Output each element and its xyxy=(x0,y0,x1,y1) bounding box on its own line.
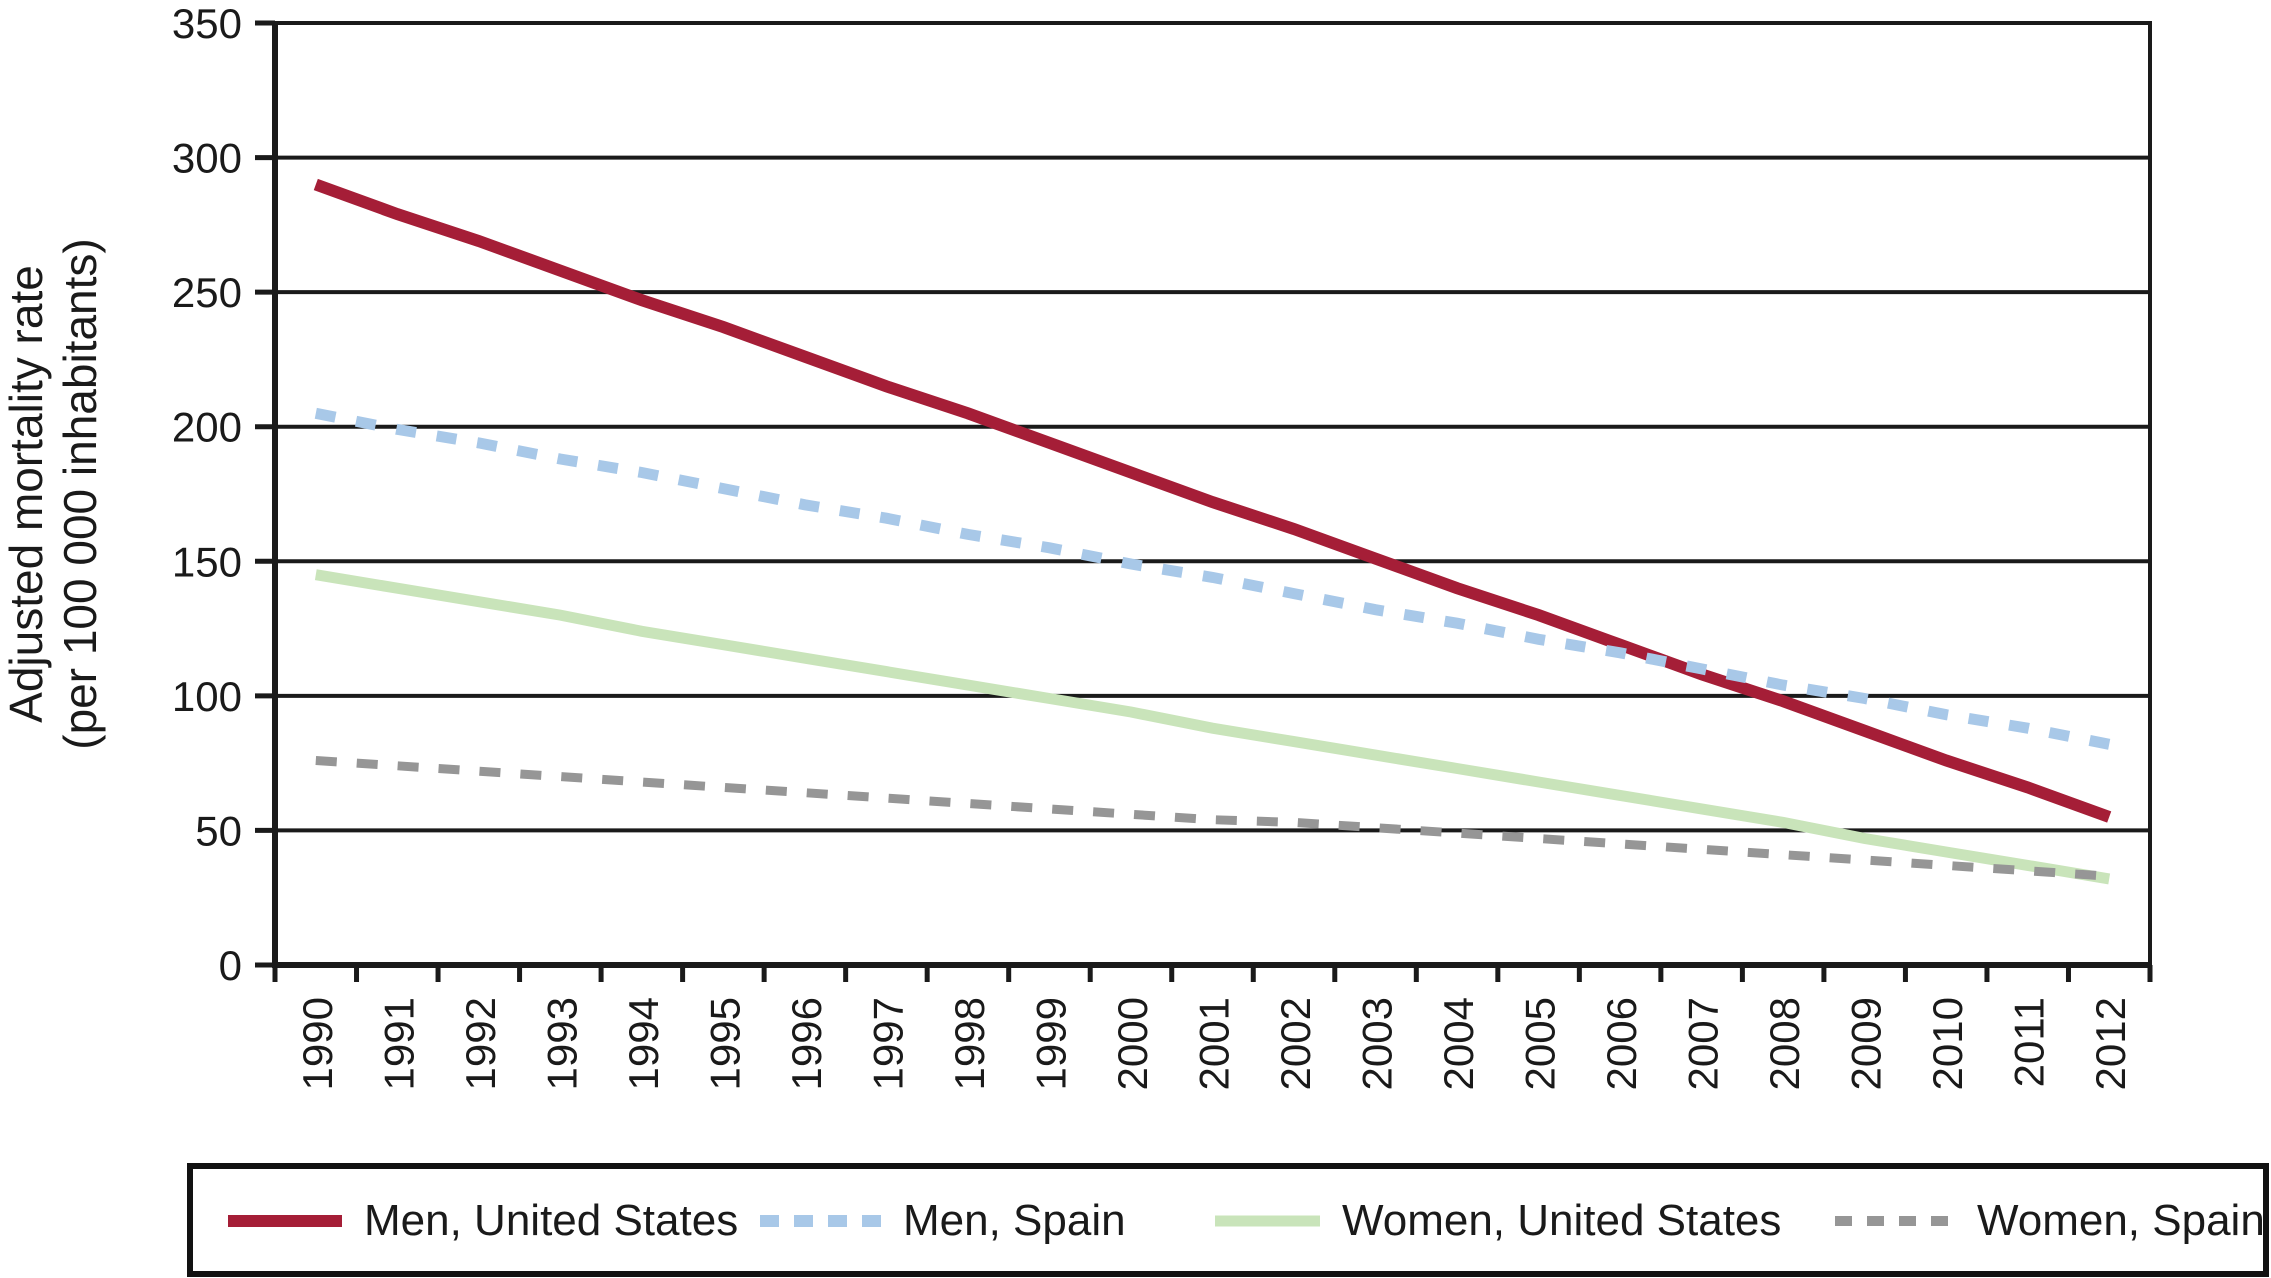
legend-item-men-united-states: Men, United States xyxy=(228,1193,738,1249)
x-tick-label-1992: 1992 xyxy=(457,997,504,1090)
data-series xyxy=(313,178,2112,885)
legend-swatch-women-spain-line xyxy=(1835,1216,1955,1226)
legend-item-women-spain: Women, Spain xyxy=(1835,1193,2265,1249)
x-tick-label-2007: 2007 xyxy=(1680,997,1727,1090)
axes-and-ticks xyxy=(255,20,2153,982)
y-axis-title-line-1: Adjusted mortality rate xyxy=(0,265,52,723)
gridlines xyxy=(275,21,2150,967)
y-tick-label-150: 150 xyxy=(172,538,242,585)
y-axis-title-line-2: (per 100 000 inhabitants) xyxy=(54,238,106,749)
chart-legend: Men, United States Men, Spain Women, Uni… xyxy=(187,1163,2269,1277)
x-tick-label-2011: 2011 xyxy=(2006,997,2053,1087)
x-tick-label-1990: 1990 xyxy=(294,997,341,1090)
x-tick-label-2001: 2001 xyxy=(1191,997,1238,1090)
x-tick-label-2006: 2006 xyxy=(1598,997,1645,1090)
x-tick-label-1991: 1991 xyxy=(375,997,422,1090)
x-tick-label-2009: 2009 xyxy=(1843,997,1890,1090)
legend-swatch-men-spain-line xyxy=(760,1215,881,1227)
y-tick-label-50: 50 xyxy=(195,807,242,854)
y-tick-label-0: 0 xyxy=(219,942,242,989)
x-tick-label-2008: 2008 xyxy=(1761,997,1808,1090)
tick-labels: 0 50 100 150 200 250 300 350 1990 1991 1992 1993 199… xyxy=(172,0,2134,1090)
x-tick-label-2002: 2002 xyxy=(1272,997,1319,1090)
y-tick-label-350: 350 xyxy=(172,0,242,47)
legend-swatch-men-united-states-line xyxy=(228,1215,342,1227)
legend-label-men-spain: Men, Spain xyxy=(903,1196,1126,1245)
series-line-men-united-states xyxy=(313,178,2112,823)
legend-item-men-spain: Men, Spain xyxy=(760,1193,1126,1249)
x-tick-label-2010: 2010 xyxy=(1924,997,1971,1090)
x-tick-label-1997: 1997 xyxy=(864,997,911,1090)
x-tick-label-1995: 1995 xyxy=(701,997,748,1090)
legend-label-women-united-states: Women, United States xyxy=(1342,1196,1782,1245)
y-tick-label-300: 300 xyxy=(172,135,242,182)
x-tick-label-1998: 1998 xyxy=(946,997,993,1090)
x-tick-label-2005: 2005 xyxy=(1517,997,1564,1090)
x-tick-label-1999: 1999 xyxy=(1027,997,1074,1090)
series-line-women-spain xyxy=(315,756,2110,881)
legend-swatch-women-united-states-line xyxy=(1215,1215,1320,1227)
x-tick-label-1996: 1996 xyxy=(783,997,830,1090)
x-tick-label-1993: 1993 xyxy=(538,997,585,1090)
legend-label-men-united-states: Men, United States xyxy=(364,1196,739,1245)
x-tick-label-2012: 2012 xyxy=(2087,997,2134,1090)
legend-label-women-spain: Women, Spain xyxy=(1977,1196,2265,1245)
series-line-men-spain xyxy=(314,407,2111,750)
series-line-women-united-states xyxy=(314,569,2111,885)
legend-item-women-united-states: Women, United States xyxy=(1215,1193,1781,1249)
y-tick-label-250: 250 xyxy=(172,269,242,316)
y-tick-label-100: 100 xyxy=(172,673,242,720)
x-tick-label-1994: 1994 xyxy=(620,997,667,1090)
x-tick-label-2003: 2003 xyxy=(1354,997,1401,1090)
y-tick-label-200: 200 xyxy=(172,404,242,451)
x-tick-label-2004: 2004 xyxy=(1435,997,1482,1090)
x-tick-label-2000: 2000 xyxy=(1109,997,1156,1090)
